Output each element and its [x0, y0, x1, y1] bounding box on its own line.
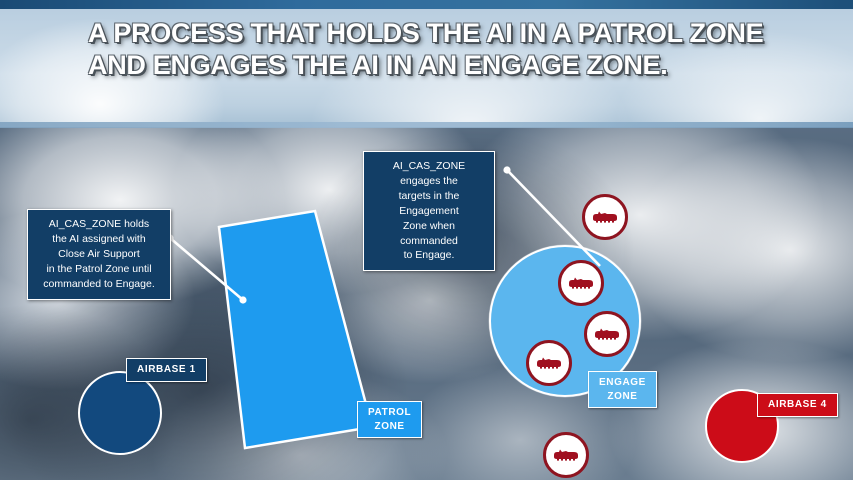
- page-title: A PROCESS THAT HOLDS THE AI IN A PATROL …: [88, 18, 764, 80]
- title-banner-underline: [0, 122, 853, 128]
- label-airbase-4[interactable]: AIRBASE 4: [757, 393, 838, 417]
- callout-line: AI_CAS_ZONE holds: [48, 218, 150, 230]
- callout-line: to Engage.: [403, 249, 455, 262]
- callout-line: targets in the Engagement: [398, 189, 460, 217]
- armored-vehicle-icon[interactable]: [558, 260, 604, 306]
- callout-engage-zone[interactable]: AI_CAS_ZONE engages the targets in the E…: [363, 151, 495, 272]
- callout-patrol-zone[interactable]: AI_CAS_ZONE holds the AI assigned with C…: [27, 209, 171, 300]
- airbase-1-marker[interactable]: [78, 371, 162, 455]
- callout-line: the AI assigned with: [52, 232, 146, 245]
- vehicle-body: [593, 211, 617, 221]
- callout-line: commanded to Engage.: [43, 277, 155, 290]
- patrol-zone-shape: [217, 209, 374, 450]
- armored-vehicle-icon[interactable]: [526, 340, 572, 386]
- top-accent-bar: [0, 0, 853, 9]
- label-text: AIRBASE 1: [137, 364, 196, 375]
- armored-vehicle-icon[interactable]: [584, 311, 630, 357]
- callout-line: in the Patrol Zone until: [46, 262, 152, 275]
- label-text-line2: ZONE: [607, 390, 638, 402]
- label-text-line1: PATROL: [368, 407, 412, 418]
- armored-vehicle-icon[interactable]: [582, 194, 628, 240]
- callout-line: Zone when commanded: [400, 219, 458, 247]
- label-engage-zone[interactable]: ENGAGE ZONE: [588, 371, 657, 408]
- callout-line: AI_CAS_ZONE engages the: [392, 160, 466, 187]
- patrol-zone-polygon[interactable]: [205, 205, 374, 450]
- armored-vehicle-icon[interactable]: [543, 432, 589, 478]
- label-airbase-1[interactable]: AIRBASE 1: [126, 358, 207, 382]
- callout-line: Close Air Support: [58, 247, 140, 260]
- label-text-line1: ENGAGE: [599, 377, 646, 388]
- label-text-line2: ZONE: [374, 420, 405, 432]
- label-text: AIRBASE 4: [768, 399, 827, 410]
- title-banner: [0, 9, 853, 127]
- label-patrol-zone[interactable]: PATROL ZONE: [357, 401, 423, 438]
